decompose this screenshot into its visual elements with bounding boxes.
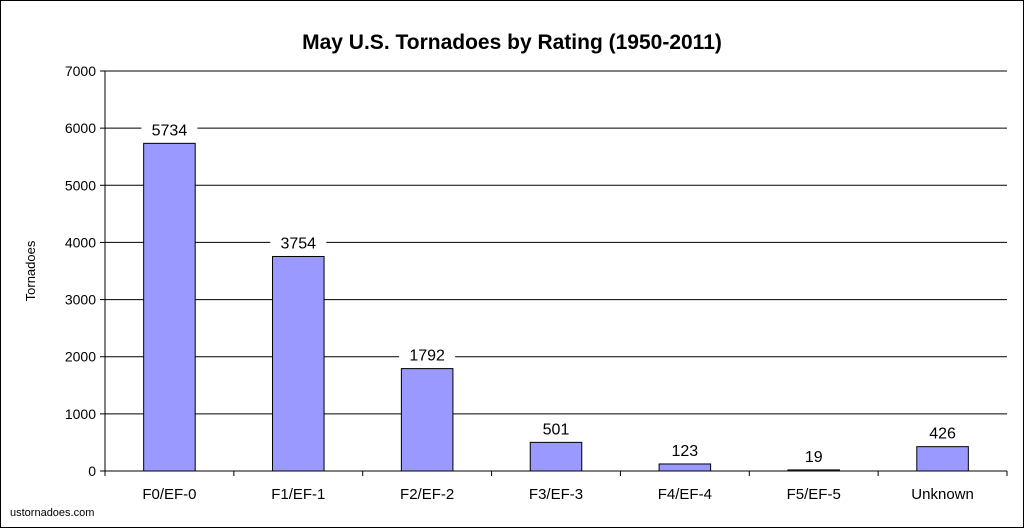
y-tick-label: 1000 [65, 406, 96, 422]
data-label-background [399, 344, 456, 367]
bar [143, 142, 196, 472]
x-tick-label: Unknown [911, 486, 974, 503]
x-tick-label: F2/EF-2 [400, 486, 454, 503]
x-tick-label: F3/EF-3 [529, 486, 583, 503]
data-label-background [528, 418, 584, 441]
bar [400, 368, 454, 472]
x-tick-label: F4/EF-4 [658, 486, 712, 503]
chart-title: May U.S. Tornadoes by Rating (1950-2011) [302, 31, 722, 54]
x-tick-label: F0/EF-0 [142, 486, 196, 503]
y-tick-label: 2000 [65, 349, 96, 365]
data-label: 19 [805, 449, 823, 466]
source-credit: ustornadoes.com [10, 507, 95, 519]
data-label-background [141, 119, 198, 142]
y-tick-label: 7000 [65, 63, 96, 79]
data-label-background [914, 422, 971, 445]
bar [658, 463, 712, 472]
y-tick-label: 6000 [65, 120, 96, 136]
data-label-background [785, 445, 842, 468]
x-tick-label: F1/EF-1 [271, 486, 325, 503]
y-tick-label: 5000 [65, 177, 96, 193]
data-label: 501 [543, 421, 570, 438]
data-label: 426 [929, 426, 956, 443]
bar [529, 441, 583, 472]
bar [787, 469, 840, 472]
plot-area: 0 1000 2000 3000 4000 5000 6000 7000 5734 F0/EF-0… [65, 63, 1008, 503]
data-label: 3754 [280, 235, 316, 252]
data-label: 123 [672, 443, 699, 460]
x-tick-label: F5/EF-5 [787, 486, 841, 503]
data-label: 1792 [409, 348, 445, 365]
y-tick-label: 4000 [65, 234, 96, 250]
y-axis-label: Tornadoes [23, 240, 38, 301]
data-label: 5734 [152, 122, 188, 139]
bar [272, 255, 325, 472]
bar [916, 446, 969, 472]
y-tick-label: 3000 [65, 292, 96, 308]
data-label-background [656, 439, 713, 462]
y-tick-label: 0 [88, 463, 96, 479]
data-label-background [270, 232, 327, 255]
